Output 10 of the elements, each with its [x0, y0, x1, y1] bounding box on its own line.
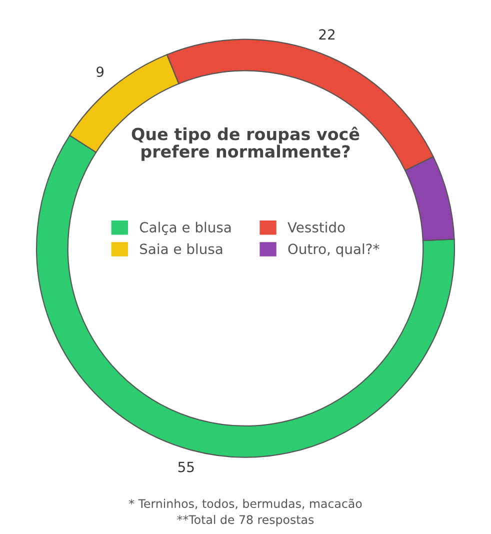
- legend-label: Calça e blusa: [140, 222, 231, 236]
- text: **Total de 78 respostas: [177, 514, 314, 526]
- data-label: 22: [319, 29, 334, 40]
- legend-label: Saia e blusa: [140, 243, 222, 254]
- data-label: 55: [178, 462, 194, 472]
- data-label: 9: [96, 66, 104, 78]
- legend-label: Outro, qual?*: [288, 243, 380, 257]
- text: Que tipo de roupas você prefere normalmente?: [132, 126, 360, 161]
- text: * Terninhos, todos, bermudas, macacão: [128, 498, 362, 510]
- legend-label: Vesstido: [288, 222, 345, 233]
